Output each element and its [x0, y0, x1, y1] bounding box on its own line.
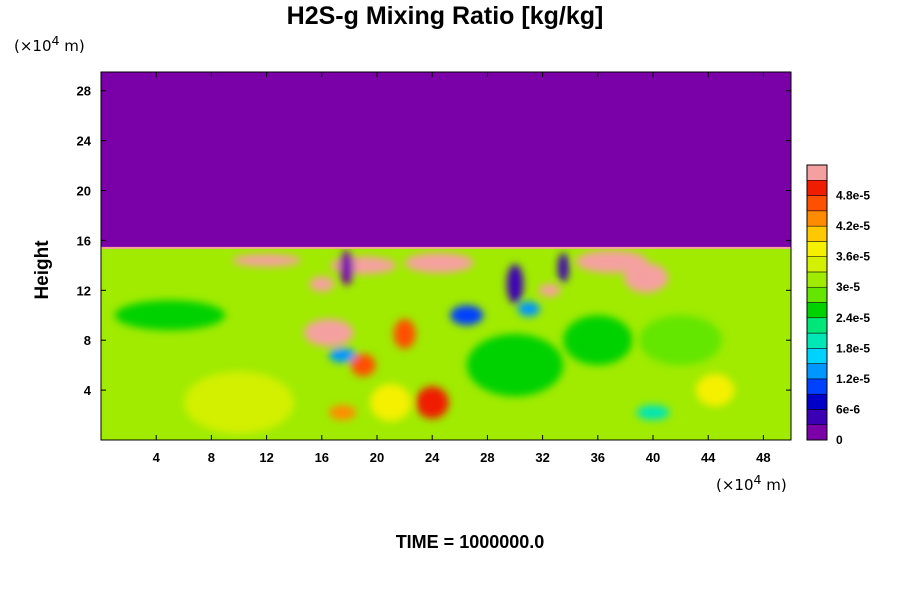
colorbar-segment	[806, 302, 828, 319]
y-tick-label: 12	[77, 283, 91, 298]
field-feature	[303, 318, 354, 347]
x-tick-label: 24	[425, 450, 440, 465]
x-tick-label: 28	[480, 450, 494, 465]
y-tick-label: 16	[77, 233, 91, 248]
x-tick-label: 12	[259, 450, 273, 465]
colorbar-segment	[806, 241, 828, 257]
time-label: TIME = 1000000.0	[395, 532, 545, 552]
field-feature	[636, 405, 670, 421]
field-feature	[393, 318, 416, 349]
field-feature	[183, 371, 295, 434]
y-tick-label: 4	[84, 383, 92, 398]
x-axis-ticks: 4 8 12 16 20 24 28 32 36 40 44 48	[153, 72, 771, 465]
heatmap-field	[101, 72, 791, 440]
field-feature	[114, 300, 226, 331]
colorbar-segment	[806, 378, 828, 395]
colorbar-tick-label: 1.8e-5	[836, 341, 870, 355]
chart-title: H2S-g Mixing Ratio [kg/kg]	[286, 2, 604, 30]
y-tick-label: 8	[84, 333, 91, 348]
y-tick-label: 24	[77, 134, 92, 149]
time-value: 1000000.0	[459, 532, 545, 552]
field-feature	[404, 252, 474, 273]
field-feature	[466, 333, 564, 397]
colorbar-tick-label: 1.2e-5	[836, 372, 870, 386]
x-tick-label: 36	[591, 450, 605, 465]
y-axis-unit: (×104 m)	[14, 33, 85, 55]
x-tick-label: 16	[315, 450, 329, 465]
colorbar-tick-label: 3e-5	[836, 280, 860, 294]
x-axis-unit: (×104 m)	[716, 472, 787, 494]
colorbar-tick-label: 3.6e-5	[836, 250, 870, 264]
field-feature	[450, 305, 484, 326]
field-feature	[538, 284, 561, 297]
colorbar-segment	[806, 348, 828, 364]
colorbar-segment	[806, 180, 828, 196]
colorbar-segment	[806, 256, 828, 273]
colorbar-segment	[806, 317, 828, 334]
field-feature	[517, 301, 540, 317]
colorbar: 0 6e-6 1.2e-5 1.8e-5 2.4e-5 3e-5 3.6e-5 4.2e-5 4…	[806, 164, 870, 447]
colorbar-segment	[806, 271, 828, 288]
x-tick-label: 40	[646, 450, 660, 465]
y-tick-label: 20	[77, 184, 91, 199]
colorbar-tick-label: 4.2e-5	[836, 219, 870, 233]
field-feature	[415, 386, 449, 419]
colorbar-tick-label: 2.4e-5	[836, 311, 870, 325]
plot-frame	[100, 71, 792, 441]
field-features	[114, 250, 735, 434]
x-tick-label: 32	[535, 450, 549, 465]
colorbar-segment	[806, 225, 828, 242]
y-tick-label: 28	[77, 84, 91, 99]
y-axis-ticks: 4 8 12 16 20 24 28	[77, 84, 791, 398]
colorbar-segment	[806, 195, 828, 212]
x-tick-label: 20	[370, 450, 384, 465]
colorbar-segment	[806, 210, 828, 227]
field-feature	[328, 347, 357, 363]
colorbar-segment	[806, 363, 828, 380]
field-feature	[563, 315, 633, 366]
field-feature	[370, 383, 412, 422]
x-tick-label: 44	[701, 450, 716, 465]
field-feature	[232, 254, 302, 267]
field-feature	[557, 252, 569, 283]
colorbar-segment	[806, 393, 828, 410]
colorbar-tick-label: 4.8e-5	[836, 189, 870, 203]
field-feature	[624, 262, 669, 293]
colorbar-segment	[806, 164, 828, 181]
colorbar-segment	[806, 286, 828, 303]
field-feature	[328, 405, 357, 421]
x-tick-label: 8	[208, 450, 215, 465]
field-feature	[575, 250, 648, 273]
colorbar-tick-label: 0	[836, 433, 843, 447]
x-tick-label: 48	[756, 450, 770, 465]
upper-layer	[101, 72, 791, 248]
colorbar-frame	[806, 164, 828, 441]
field-feature	[339, 250, 354, 286]
colorbar-segment	[806, 424, 828, 441]
field-feature	[350, 353, 376, 377]
colorbar-segment	[806, 332, 828, 349]
field-feature	[639, 315, 722, 366]
field-feature	[695, 373, 735, 407]
colorbar-segment	[806, 409, 828, 425]
field-feature	[309, 276, 335, 292]
colorbar-tick-label: 6e-6	[836, 402, 860, 416]
x-tick-label: 4	[153, 450, 161, 465]
field-feature	[506, 264, 524, 305]
